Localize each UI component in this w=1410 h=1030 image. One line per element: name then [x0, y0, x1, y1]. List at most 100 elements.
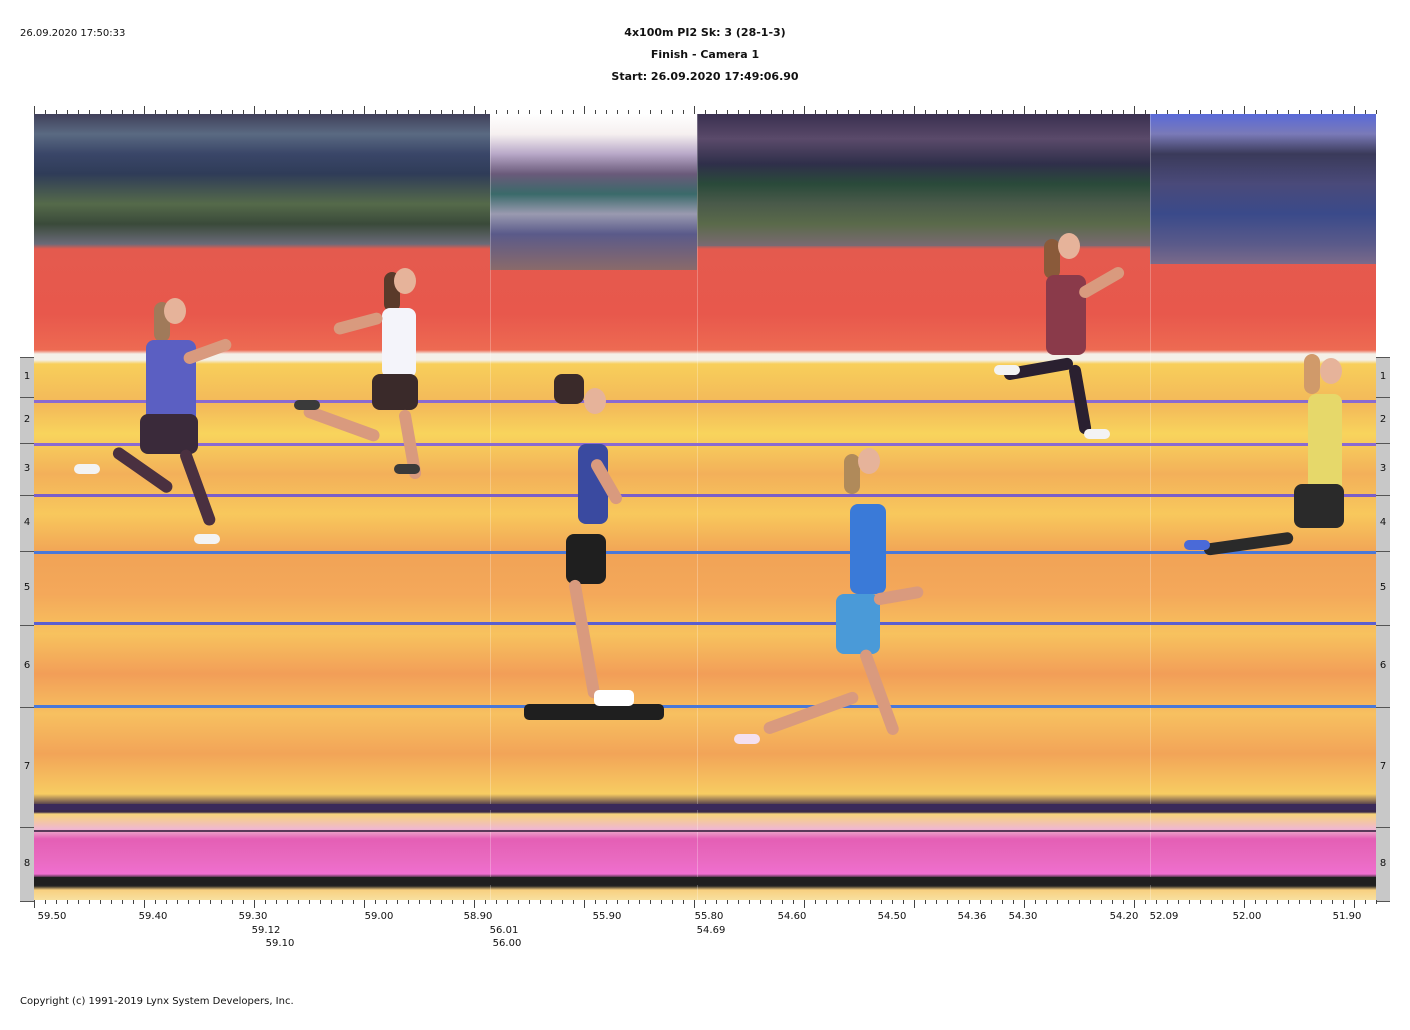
ruler-tick	[133, 900, 134, 904]
ruler-tick	[1101, 110, 1102, 114]
ruler-tick	[914, 900, 915, 908]
ruler-tick	[309, 110, 310, 114]
ruler-tick	[672, 110, 673, 114]
ruler-tick	[1112, 110, 1113, 114]
ruler-tick	[221, 900, 222, 904]
lane-separator	[20, 551, 34, 552]
lane-number: 8	[1379, 858, 1387, 869]
ruler-tick	[265, 900, 266, 904]
lane-separator	[1376, 827, 1390, 828]
runner-2	[294, 264, 454, 484]
ruler-tick	[969, 900, 970, 904]
ruler-tick	[859, 110, 860, 114]
ruler-tick	[540, 900, 541, 904]
ruler-tick	[507, 900, 508, 904]
ruler-tick	[364, 106, 365, 114]
lane-number: 2	[1379, 414, 1387, 425]
ruler-tick	[980, 110, 981, 114]
ruler-tick	[969, 110, 970, 114]
ruler-tick	[463, 900, 464, 904]
runner-3	[524, 374, 684, 734]
ruler-tick	[1046, 900, 1047, 904]
ruler-tick	[1200, 110, 1201, 114]
ruler-tick	[353, 110, 354, 114]
lane-separator	[20, 827, 34, 828]
ruler-tick	[1365, 110, 1366, 114]
ruler-tick	[1145, 110, 1146, 114]
lane-separator	[20, 357, 34, 358]
ruler-tick	[199, 900, 200, 904]
ruler-tick	[1343, 900, 1344, 904]
ruler-tick	[155, 900, 156, 904]
start-time: Start: 26.09.2020 17:49:06.90	[611, 70, 799, 83]
ruler-tick	[441, 900, 442, 904]
ruler-tick	[639, 110, 640, 114]
ruler-tick	[100, 110, 101, 114]
lane-number: 1	[23, 371, 31, 382]
ruler-tick	[1123, 110, 1124, 114]
ruler-tick	[683, 900, 684, 904]
lane-separator	[1376, 357, 1390, 358]
camera-label: Finish - Camera 1	[650, 48, 760, 61]
ruler-tick	[958, 110, 959, 114]
ruler-tick	[408, 110, 409, 114]
ruler-tick	[254, 900, 255, 908]
lane-number: 7	[1379, 761, 1387, 772]
time-label: 54.36	[957, 911, 987, 922]
ruler-tick	[430, 900, 431, 904]
ruler-tick	[760, 900, 761, 904]
ruler-tick	[661, 900, 662, 904]
ruler-tick	[441, 110, 442, 114]
runner-6	[1184, 354, 1364, 594]
ruler-tick	[1134, 900, 1135, 908]
ruler-tick	[727, 110, 728, 114]
ruler-tick	[276, 110, 277, 114]
ruler-tick	[870, 110, 871, 114]
ruler-tick	[1222, 900, 1223, 904]
ruler-tick	[793, 110, 794, 114]
ruler-tick	[1156, 110, 1157, 114]
ruler-tick	[738, 900, 739, 904]
ruler-tick	[144, 106, 145, 114]
ruler-tick	[320, 900, 321, 904]
ruler-tick	[518, 900, 519, 904]
lane-number: 3	[23, 463, 31, 474]
ruler-tick	[78, 900, 79, 904]
ruler-tick	[1288, 900, 1289, 904]
ruler-tick	[243, 900, 244, 904]
lane-number: 6	[1379, 660, 1387, 671]
ruler-tick	[925, 900, 926, 904]
ruler-tick	[1332, 900, 1333, 904]
ruler-tick	[1024, 106, 1025, 114]
time-label: 55.90	[592, 911, 622, 922]
ruler-tick	[936, 110, 937, 114]
ruler-tick	[1002, 110, 1003, 114]
runner-1	[74, 294, 234, 554]
copyright: Copyright (c) 1991-2019 Lynx System Deve…	[20, 996, 294, 1007]
ruler-tick	[1090, 900, 1091, 904]
ruler-tick	[947, 110, 948, 114]
ruler-tick	[452, 900, 453, 904]
lane-separator	[1376, 397, 1390, 398]
ruler-tick	[133, 110, 134, 114]
ruler-tick	[276, 900, 277, 904]
ruler-tick	[210, 110, 211, 114]
time-label: 51.90	[1332, 911, 1362, 922]
ruler-tick	[694, 900, 695, 908]
ruler-tick	[1299, 900, 1300, 904]
ruler-tick	[485, 900, 486, 904]
ruler-tick	[1123, 900, 1124, 904]
ruler-tick	[122, 110, 123, 114]
time-label: 52.00	[1232, 911, 1262, 922]
ruler-tick	[914, 106, 915, 114]
ruler-tick	[221, 110, 222, 114]
ruler-tick	[815, 110, 816, 114]
ruler-tick	[738, 110, 739, 114]
ruler-tick	[848, 110, 849, 114]
ruler-tick	[1035, 110, 1036, 114]
ruler-tick	[463, 110, 464, 114]
ruler-tick	[650, 900, 651, 904]
ruler-tick	[243, 110, 244, 114]
ruler-tick	[716, 110, 717, 114]
lane-separator	[20, 443, 34, 444]
